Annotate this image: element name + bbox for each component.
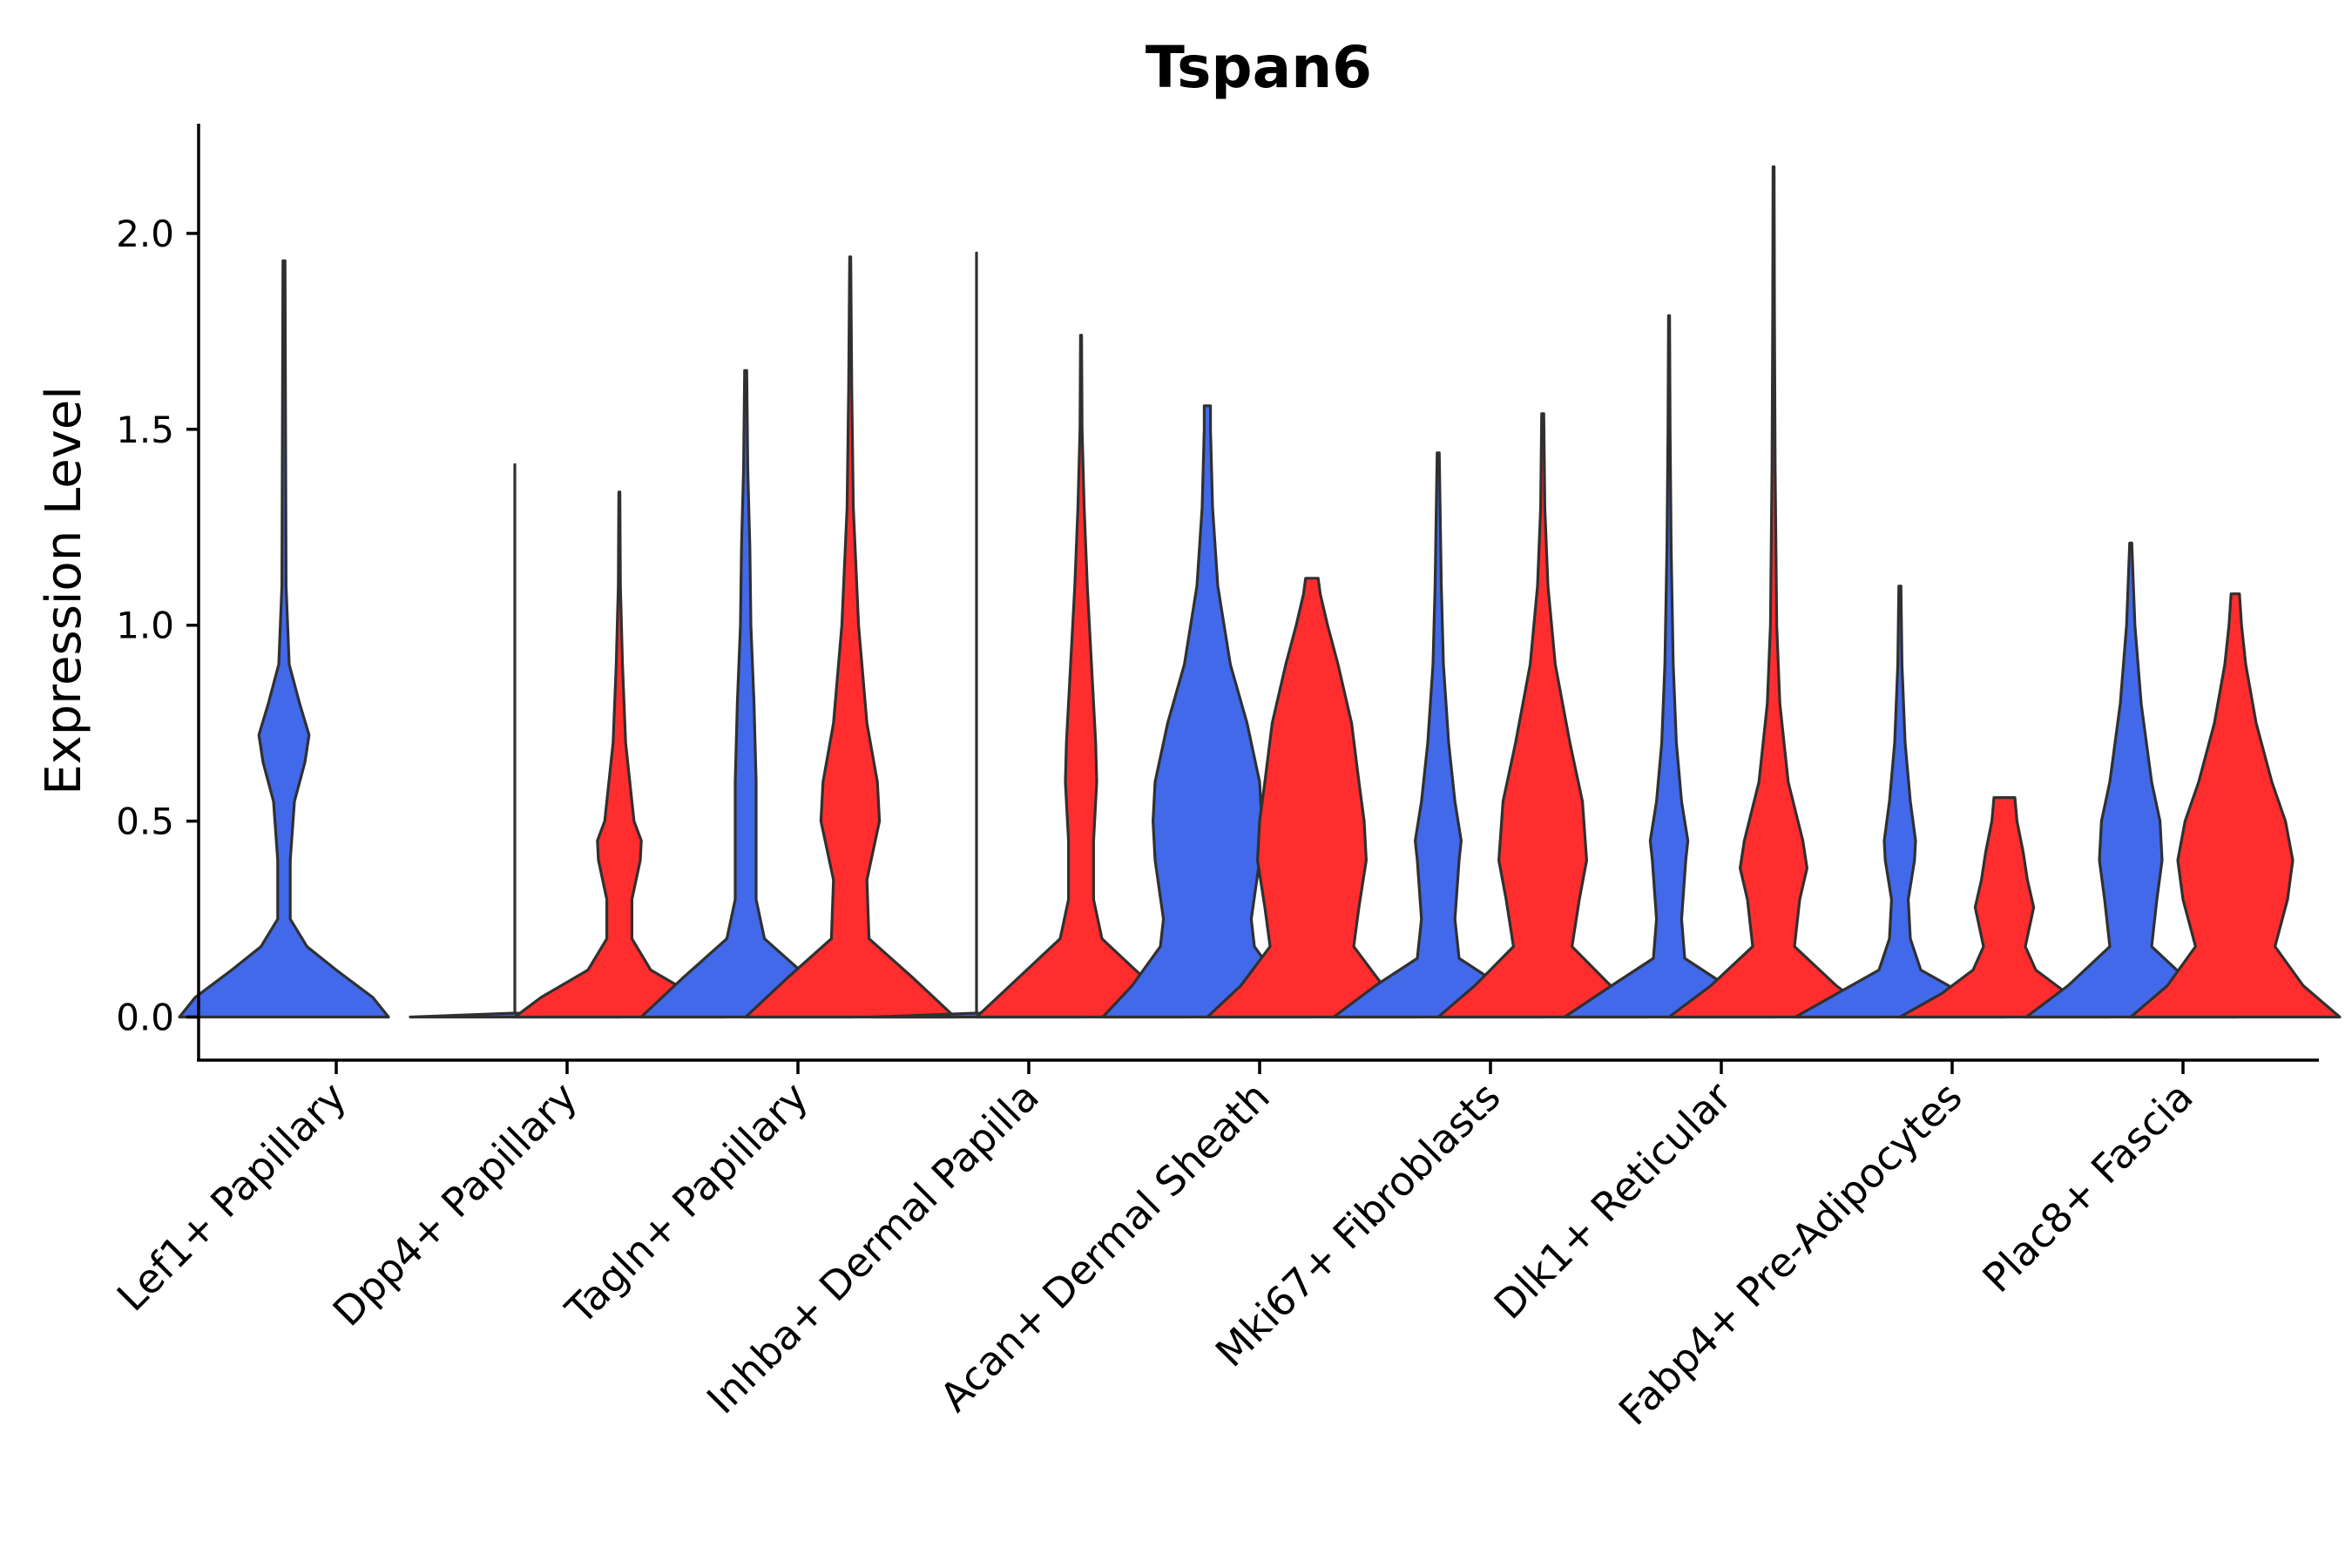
x-tick-label: Dpp4+ Papillary xyxy=(324,1073,586,1335)
y-tick-label: 1.0 xyxy=(116,605,174,647)
violin-red-5 xyxy=(1436,412,1649,1019)
x-tick-label: Tagln+ Papillary xyxy=(556,1073,817,1335)
y-tick-label: 0.0 xyxy=(116,997,174,1039)
violin-red-7 xyxy=(1898,796,2111,1019)
y-axis-ticks: 0.0 0.5 1.0 1.5 2.0 xyxy=(116,213,199,1039)
violin-red-3 xyxy=(975,334,1187,1019)
violin-blue-3 xyxy=(870,251,1083,1019)
violin-blue-5 xyxy=(1332,451,1544,1019)
chart-title: Tspan6 xyxy=(1146,34,1372,101)
violin-blue-8 xyxy=(2024,541,2237,1019)
y-tick-label: 1.5 xyxy=(116,409,174,451)
violin-red-8 xyxy=(2129,592,2342,1019)
violin-blue-6 xyxy=(1563,314,1775,1019)
x-tick-label: Lef1+ Papillary xyxy=(108,1073,355,1321)
x-tick-label: Plac8+ Fascia xyxy=(1973,1073,2201,1301)
violin-red-2 xyxy=(744,255,956,1019)
y-tick-label: 0.5 xyxy=(116,801,174,843)
x-tick-label: Dlk1+ Reticular xyxy=(1485,1073,1740,1328)
violin-blue-0 xyxy=(178,259,390,1019)
violin-blue-2 xyxy=(639,368,852,1019)
y-tick-label: 2.0 xyxy=(116,213,174,255)
violin-red-1 xyxy=(513,490,726,1019)
violin-red-6 xyxy=(1667,165,1880,1019)
violin-blue-7 xyxy=(1794,585,2006,1019)
y-axis-label: Expression Level xyxy=(36,386,92,795)
violin-red-4 xyxy=(1206,577,1418,1019)
violin-blue-1 xyxy=(409,463,621,1019)
violin-group xyxy=(178,165,2342,1019)
